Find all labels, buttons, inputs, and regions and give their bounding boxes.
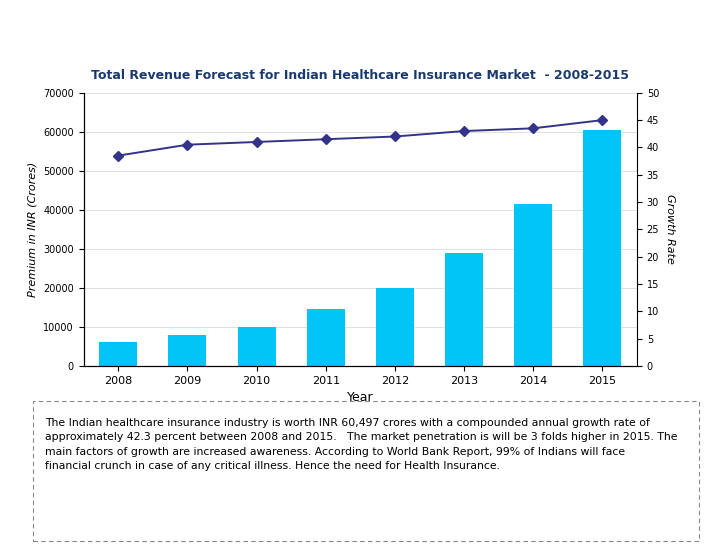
Legend: Revenues, Growth Rate: Revenues, Growth Rate [246, 419, 475, 442]
Bar [237, 327, 276, 366]
Text: The Indian healthcare insurance industry is worth INR 60,497 crores with a compo: The Indian healthcare insurance industry… [44, 418, 677, 471]
Bar [99, 342, 138, 366]
Bar [168, 335, 207, 366]
Bar [514, 204, 553, 366]
Bar [445, 253, 483, 366]
Bar [583, 130, 622, 366]
Y-axis label: Premium in INR (Crores): Premium in INR (Crores) [28, 162, 38, 297]
X-axis label: Year: Year [347, 391, 373, 404]
Bar [306, 309, 345, 366]
Title: Total Revenue Forecast for Indian Healthcare Insurance Market  - 2008-2015: Total Revenue Forecast for Indian Health… [91, 69, 630, 82]
Bar [376, 288, 414, 366]
Y-axis label: Growth Rate: Growth Rate [665, 194, 675, 264]
Text: Market Size & Forecasts: Market Size & Forecasts [16, 27, 376, 53]
